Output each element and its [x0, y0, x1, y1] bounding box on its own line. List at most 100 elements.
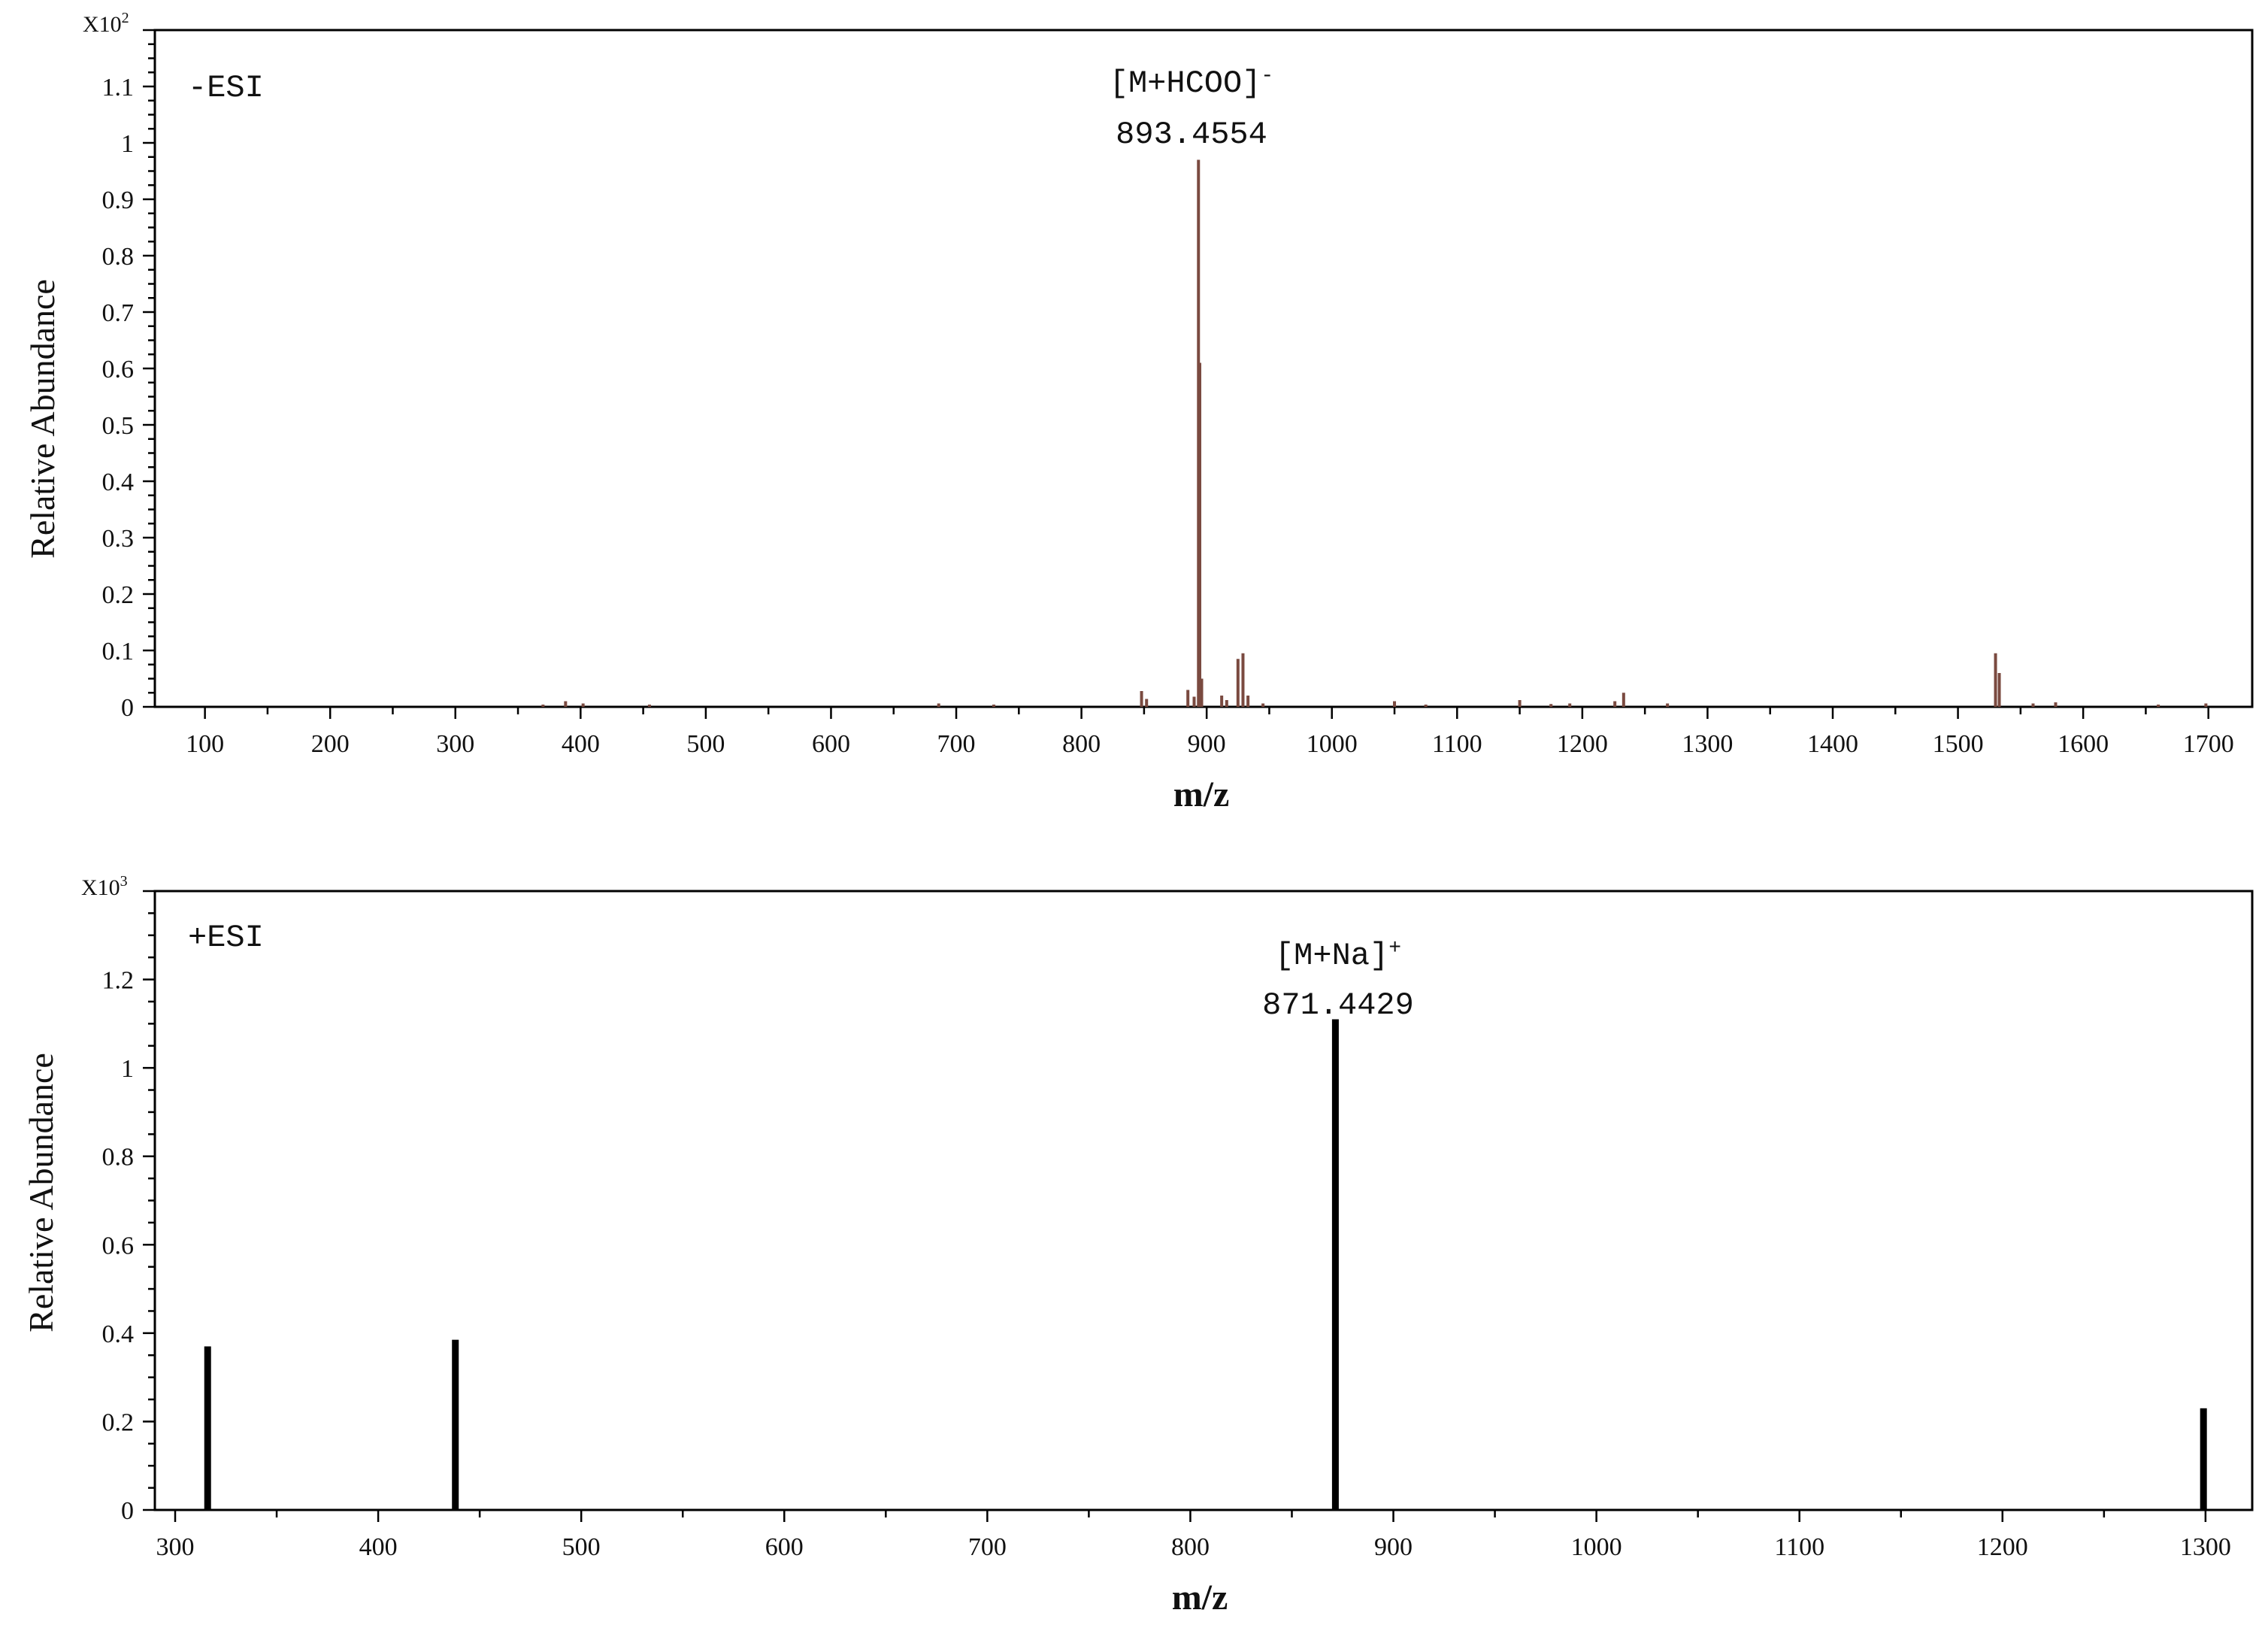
peak-bar	[1186, 690, 1190, 707]
peak-bar	[1518, 700, 1522, 707]
x-tick-label: 700	[968, 1533, 1007, 1561]
peak-bar	[1246, 696, 1250, 707]
y-tick-label: 0.5	[102, 412, 135, 440]
x-tick-label: 100	[186, 730, 224, 758]
peak-bar	[1613, 701, 1617, 707]
peak-bar	[581, 703, 585, 707]
exponent-power: 2	[122, 10, 129, 26]
x-tick-label: 200	[311, 730, 350, 758]
axis-ticks	[143, 890, 2207, 1522]
ion-mode-label: +ESI	[188, 920, 264, 956]
peak-annotation-value: 893.4554	[1116, 117, 1267, 153]
x-tick-label: 800	[1171, 1533, 1210, 1561]
exponent-label: X102	[83, 10, 129, 37]
peak-bar	[1241, 653, 1245, 707]
peak-bar	[1145, 699, 1149, 707]
x-axis-label: m/z	[1172, 1578, 1228, 1617]
y-axis-label: Relative Abundance	[23, 279, 62, 559]
y-tick-label: 0.2	[102, 1408, 135, 1436]
y-tick-label: 0.6	[102, 356, 135, 384]
peak-bar	[204, 1346, 211, 1510]
peak-annotation-label: [M+Na]+	[1275, 937, 1401, 974]
exponent-label: X103	[81, 873, 128, 900]
y-tick-label: 1.1	[102, 74, 135, 102]
positive-esi-spectrum: 300 400 500 600 700 800 900 1000 1100 1200 1300 0 0.…	[22, 873, 2254, 1617]
peak-bar	[1261, 703, 1265, 707]
x-tick-label: 400	[359, 1533, 398, 1561]
x-tick-label: 700	[937, 730, 976, 758]
peak-bar	[992, 705, 995, 707]
x-tick-label: 1700	[2183, 730, 2234, 758]
peak-bar	[2200, 1408, 2207, 1510]
x-tick-label: 900	[1188, 730, 1226, 758]
y-tick-label: 0.3	[102, 525, 135, 553]
peak-bars	[204, 1019, 2207, 1510]
x-tick-label: 1400	[1807, 730, 1858, 758]
x-tick-label: 1200	[1557, 730, 1608, 758]
x-axis-label: m/z	[1173, 775, 1230, 814]
peak-bar	[1666, 703, 1670, 707]
y-tick-label: 0	[121, 1497, 134, 1525]
y-tick-label: 0.9	[102, 186, 135, 214]
peak-bars	[541, 159, 2208, 707]
peak-bar	[1220, 696, 1224, 707]
y-tick-label: 0.1	[102, 638, 135, 665]
peak-bar	[1393, 701, 1397, 707]
peak-bar	[1568, 703, 1572, 707]
peak-bar	[564, 701, 568, 707]
x-tick-label: 600	[812, 730, 850, 758]
peak-bar	[541, 705, 545, 707]
y-tick-label: 1	[121, 1055, 134, 1083]
x-tick-label: 1100	[1774, 1533, 1824, 1561]
y-tick-label: 0.4	[102, 468, 135, 496]
peak-annotation-charge: +	[1388, 937, 1401, 960]
peak-annotation-charge: -	[1261, 65, 1273, 88]
peak-bar	[1622, 693, 1625, 707]
y-axis-label: Relative Abundance	[22, 1053, 60, 1332]
peak-bar	[1200, 678, 1204, 707]
x-tick-label: 500	[686, 730, 725, 758]
peak-bar	[2031, 703, 2035, 707]
peak-bar	[1994, 653, 1997, 707]
peak-annotation-value: 871.4429	[1262, 987, 1414, 1023]
x-tick-label: 1600	[2058, 730, 2109, 758]
peak-bar	[1997, 673, 2001, 707]
peak-bar	[937, 703, 940, 707]
tick-labels: 300 400 500 600 700 800 900 1000 1100 1200 1300 0 0.…	[102, 967, 2231, 1561]
peak-bar	[1225, 700, 1228, 707]
peak-bar	[1236, 659, 1240, 707]
x-tick-label: 400	[562, 730, 600, 758]
peak-annotation-label: [M+HCOO]-	[1110, 65, 1273, 102]
ion-mode-label: -ESI	[188, 70, 264, 106]
y-tick-label: 0.4	[102, 1320, 135, 1348]
y-tick-label: 0	[121, 694, 134, 722]
peak-bar	[1140, 691, 1143, 707]
x-tick-label: 300	[156, 1533, 195, 1561]
x-tick-label: 1300	[2180, 1533, 2231, 1561]
y-tick-label: 0.2	[102, 581, 135, 609]
axis-ticks	[143, 29, 2209, 719]
peak-bar	[452, 1339, 459, 1510]
x-tick-label: 600	[765, 1533, 804, 1561]
x-tick-label: 1100	[1432, 730, 1482, 758]
negative-esi-spectrum: 100 200 300 400 500 600 700 800 900 1000 1100 1200 1…	[23, 10, 2254, 814]
y-tick-label: 1.2	[102, 967, 135, 995]
tick-labels: 100 200 300 400 500 600 700 800 900 1000 1100 1200 1…	[102, 74, 2234, 758]
x-tick-label: 1200	[1977, 1533, 2028, 1561]
x-tick-label: 1500	[1933, 730, 1984, 758]
y-tick-label: 1	[121, 130, 134, 158]
peak-bar	[1549, 704, 1553, 707]
peak-bar	[1192, 696, 1196, 707]
x-tick-label: 1300	[1682, 730, 1733, 758]
peak-bar	[1198, 362, 1202, 707]
y-tick-label: 0.8	[102, 1144, 135, 1172]
peak-bar	[1424, 705, 1428, 707]
x-tick-label: 1000	[1571, 1533, 1622, 1561]
peak-bar	[2204, 703, 2208, 707]
peak-bar	[2054, 702, 2058, 707]
x-tick-label: 1000	[1307, 730, 1358, 758]
y-tick-label: 0.8	[102, 243, 135, 271]
plot-frame	[153, 890, 2254, 1511]
y-tick-label: 0.7	[102, 299, 135, 327]
